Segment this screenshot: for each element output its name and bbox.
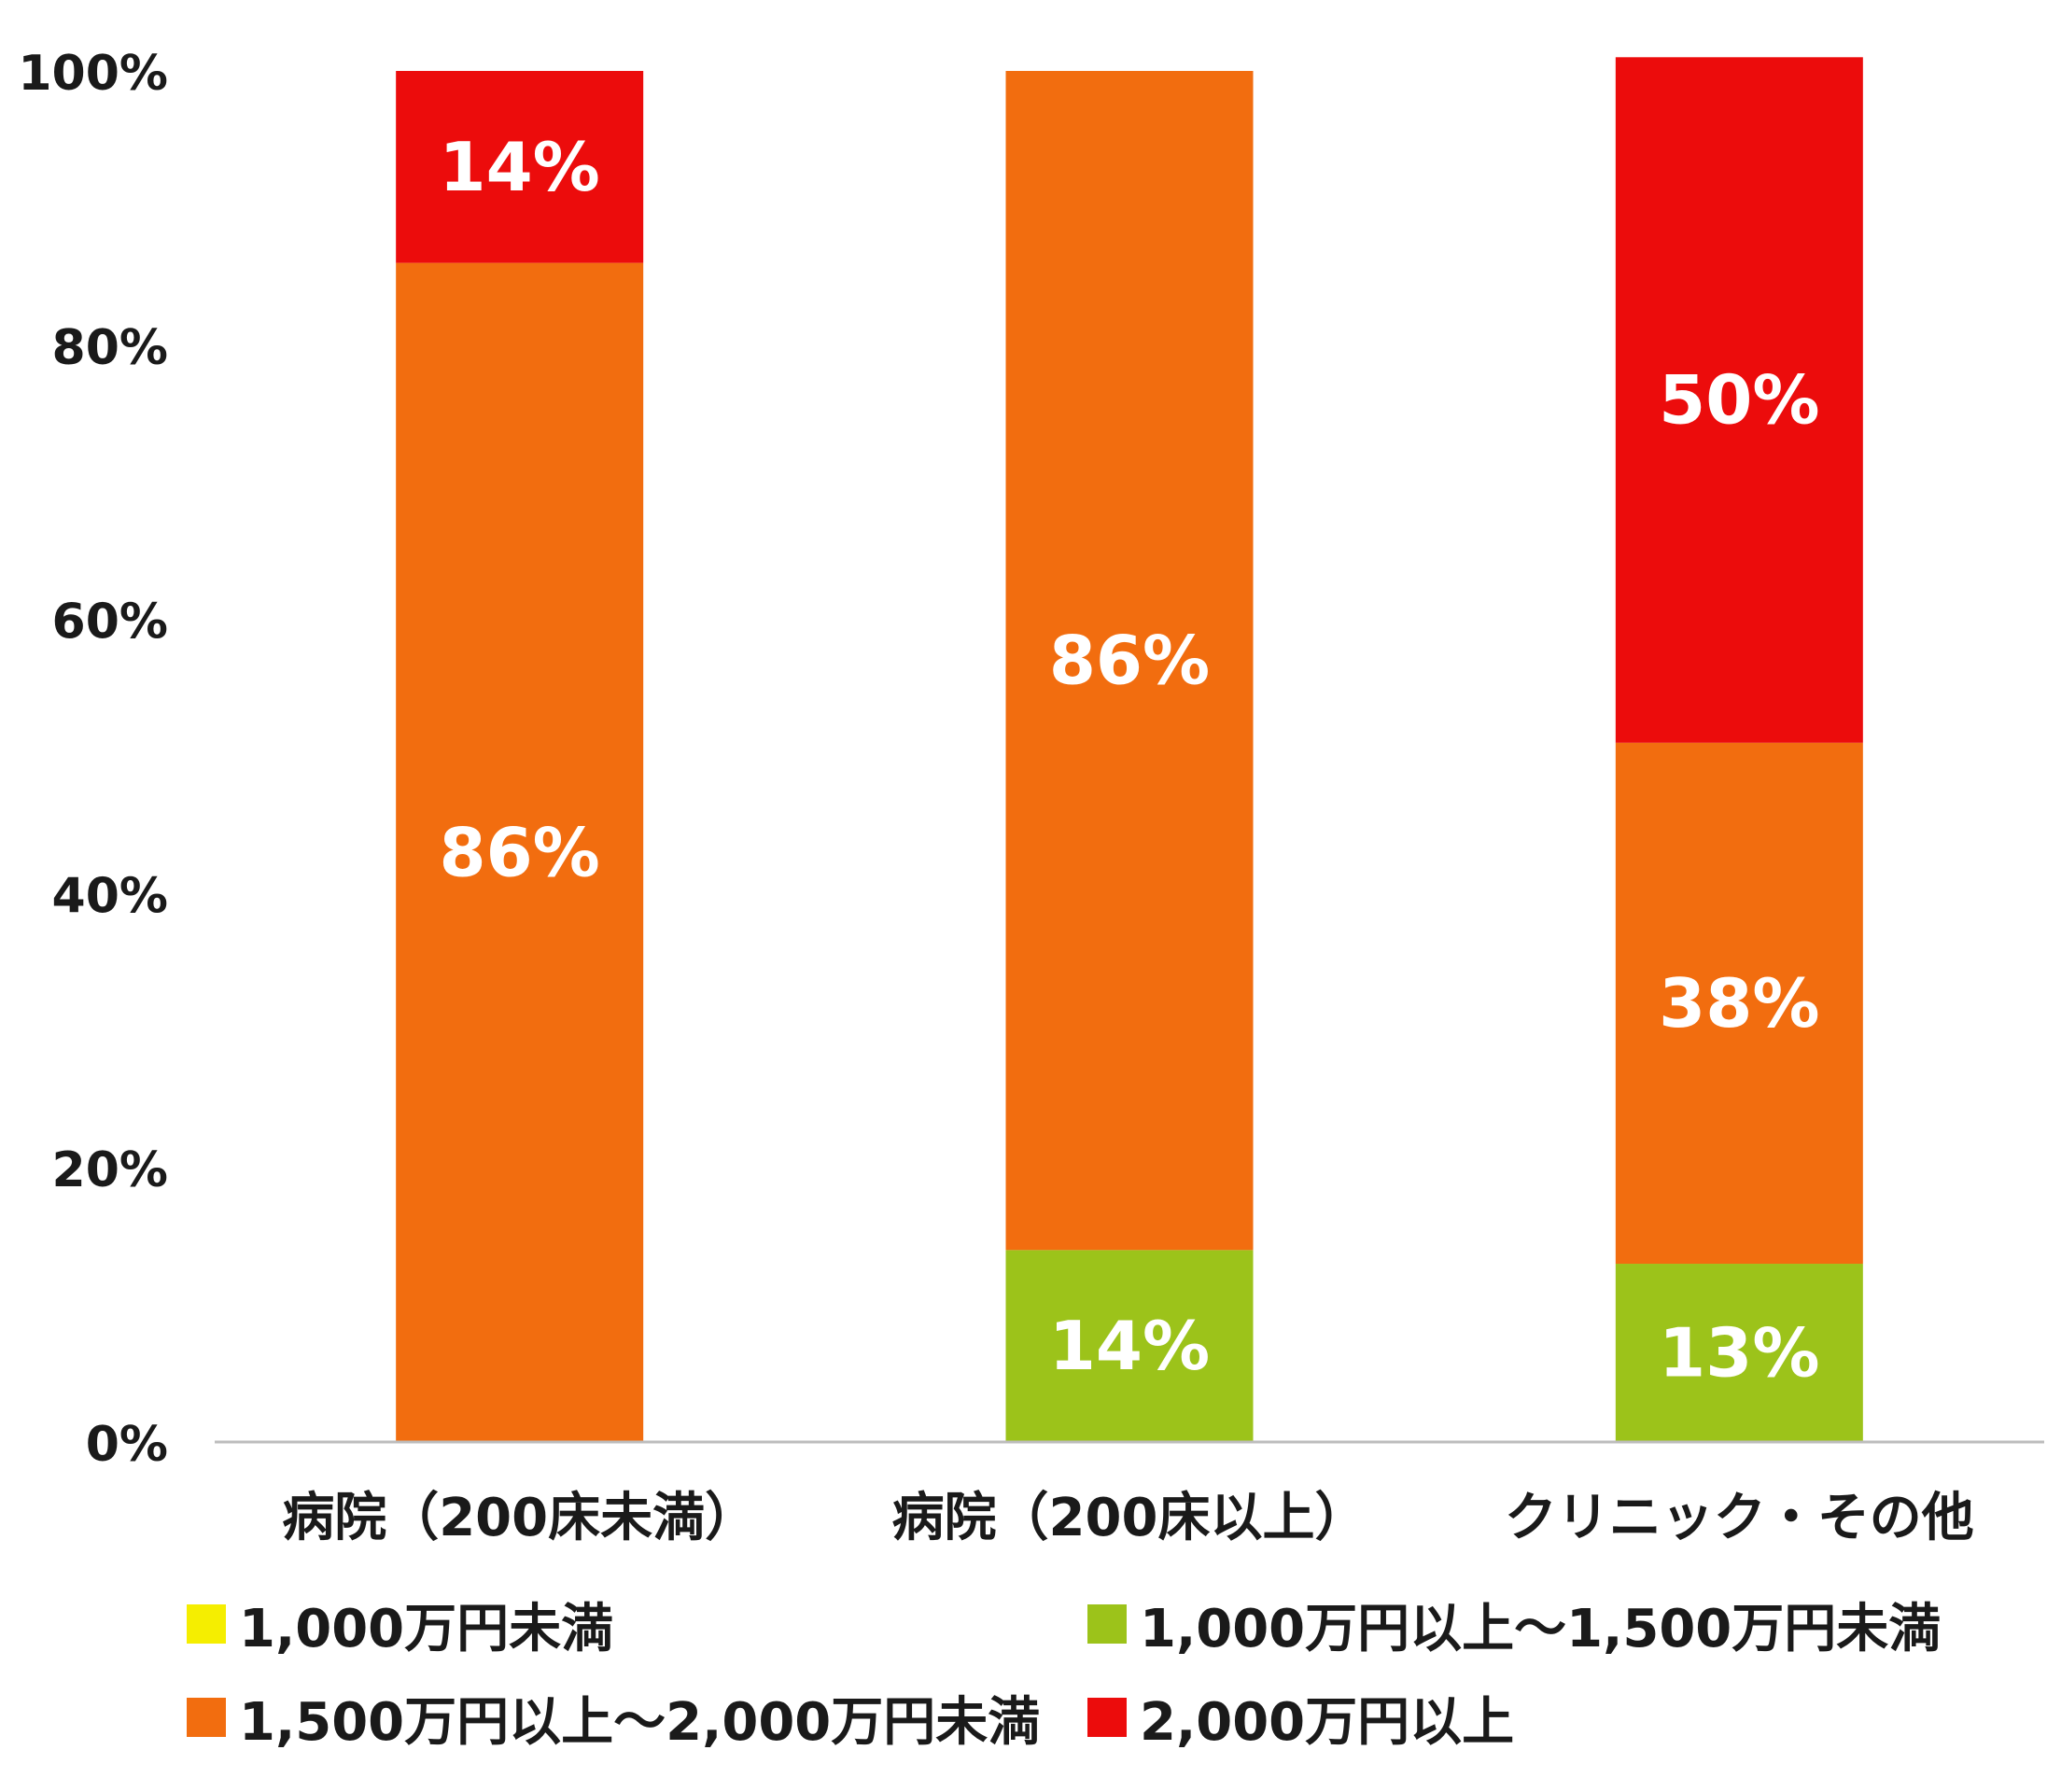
y-tick-label: 60% [52, 595, 168, 651]
y-tick-label: 40% [52, 868, 168, 924]
x-category-label: 病院（200床未満） [282, 1488, 757, 1548]
data-label: 50% [1659, 361, 1819, 440]
bar-segment [396, 262, 644, 1442]
y-tick-label: 0% [86, 1417, 168, 1473]
legend-label: 1,000万円未満 [239, 1598, 614, 1659]
legend-swatch-red [1087, 1698, 1127, 1737]
legend-item-1500-2000: 1,500万円以上～2,000万円未満 [187, 1675, 1040, 1759]
chart-legend: 1,000万円未満 1,000万円以上～1,500万円未満 1,500万円以上～… [0, 1582, 2061, 1792]
legend-label: 2,000万円以上 [1140, 1691, 1515, 1753]
legend-swatch-yellow [187, 1604, 226, 1644]
legend-item-1000-1500: 1,000万円以上～1,500万円未満 [1087, 1582, 1941, 1666]
legend-label: 1,000万円以上～1,500万円未満 [1140, 1598, 1942, 1659]
bar-segment [1615, 1264, 1863, 1442]
legend-item-under-1000: 1,000万円未満 [187, 1582, 613, 1666]
data-label: 38% [1659, 964, 1819, 1043]
bar-segment [396, 71, 644, 263]
bar-segment [1615, 57, 1863, 743]
bar-segment [1005, 1250, 1254, 1442]
data-label: 14% [1049, 1307, 1210, 1385]
y-tick-label: 20% [52, 1142, 168, 1198]
legend-label: 1,500万円以上～2,000万円未満 [239, 1691, 1041, 1753]
legend-swatch-green [1087, 1604, 1127, 1644]
data-label: 86% [1049, 622, 1210, 700]
data-label: 86% [439, 813, 599, 891]
x-category-label: 病院（200床以上） [892, 1488, 1367, 1548]
bar-segment [1005, 71, 1254, 1251]
data-label: 13% [1659, 1314, 1819, 1393]
y-tick-label: 100% [18, 46, 168, 102]
legend-item-over-2000: 2,000万円以上 [1087, 1675, 1514, 1759]
x-category-label: クリニック・その他 [1505, 1488, 1974, 1548]
bar-segment [1615, 742, 1863, 1265]
y-tick-label: 80% [52, 320, 168, 376]
data-label: 14% [439, 128, 599, 206]
legend-swatch-orange [187, 1698, 226, 1737]
